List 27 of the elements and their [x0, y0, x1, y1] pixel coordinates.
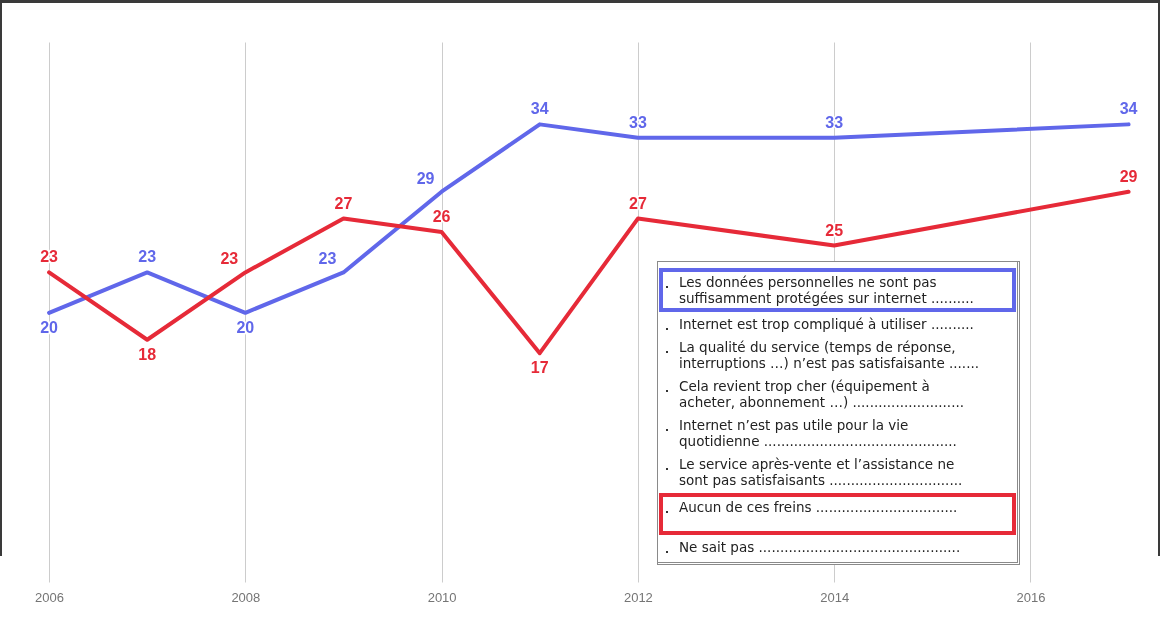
data-label: 34 [530, 100, 549, 118]
data-label: 20 [40, 318, 59, 336]
data-label: 26 [432, 208, 451, 226]
x-tick-label: 2012 [623, 589, 653, 605]
data-label: 23 [40, 248, 59, 266]
data-label: 20 [236, 318, 255, 336]
data-label: 29 [1119, 167, 1138, 185]
data-label: 29 [416, 169, 435, 187]
data-label: 23 [220, 250, 239, 268]
data-label: 23 [318, 250, 337, 268]
data-label: 18 [138, 345, 157, 363]
data-label: 34 [1119, 100, 1138, 118]
x-tick-label: 2006 [35, 589, 65, 605]
annotation: Internet est trop compliqué à utiliser .......... [679, 316, 974, 332]
data-label: 33 [628, 113, 647, 131]
data-label: 25 [825, 221, 844, 239]
data-label: 33 [825, 113, 844, 131]
legend-panel: Les données personnelles ne sont pas suffisamment protégées sur internet .......... Internet est trop compliqué à utiliser .......... La qualité du service (temps de réponse, interruptions …) n’est pas satisfaisante ....... Cela revient trop cher (équipement à acheter, abonnement …) .......................... Internet n’est pas utile pour la vie quotidienne ............................................. Le service après-vente et l’assistance ne sont pas satisfaisants ............................... Aucun de ces freins ................................. Ne sait pas ............................................... [657, 261, 1020, 565]
data-label: 27 [334, 194, 353, 212]
x-tick-label: 2016 [1016, 589, 1046, 605]
annotation: La qualité du service (temps de réponse, interruptions …) n’est pas satisfaisante ....... [679, 339, 980, 371]
data-label: 27 [628, 194, 647, 212]
x-tick-label: 2014 [820, 589, 850, 605]
data-label: 23 [138, 248, 157, 266]
data-label: 17 [530, 359, 549, 377]
x-tick-label: 2010 [427, 589, 457, 605]
x-tick-label: 2008 [231, 589, 261, 605]
